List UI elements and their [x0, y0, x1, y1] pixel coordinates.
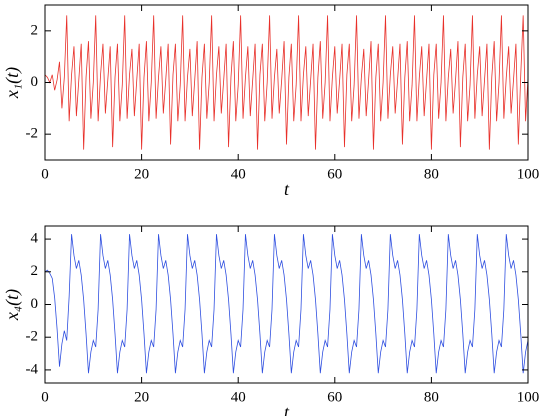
plot-frame: [44, 225, 529, 384]
x-tick-label: 0: [41, 389, 49, 405]
y-tick-label: 2: [31, 22, 39, 38]
y-axis-label: x₁(t): [2, 67, 23, 99]
y-tick-label: 0: [31, 296, 39, 312]
y-tick-label: -2: [26, 329, 39, 345]
data-line: [44, 234, 529, 374]
y-tick-label: -2: [26, 126, 39, 142]
x-tick-label: 40: [231, 389, 246, 405]
x-tick-label: 0: [41, 166, 49, 182]
y-axis-label: x₄(t): [2, 289, 23, 321]
x-tick-label: 40: [231, 166, 246, 182]
x-tick-label: 80: [424, 166, 439, 182]
x-axis-label: t: [284, 179, 290, 199]
y-tick-label: 4: [31, 231, 39, 247]
data-line: [44, 15, 529, 150]
y-tick-label: -4: [26, 361, 39, 377]
plot-frame: [44, 4, 529, 161]
x-tick-label: 20: [134, 166, 149, 182]
x-tick-label: 100: [517, 389, 540, 405]
x-tick-label: 20: [134, 389, 149, 405]
y-tick-label: 0: [31, 74, 39, 90]
x-tick-label: 100: [517, 166, 540, 182]
x-tick-label: 60: [327, 389, 342, 405]
x-axis-label: t: [284, 402, 290, 416]
x-tick-label: 60: [327, 166, 342, 182]
y-tick-label: 2: [31, 263, 39, 279]
x-tick-label: 80: [424, 389, 439, 405]
